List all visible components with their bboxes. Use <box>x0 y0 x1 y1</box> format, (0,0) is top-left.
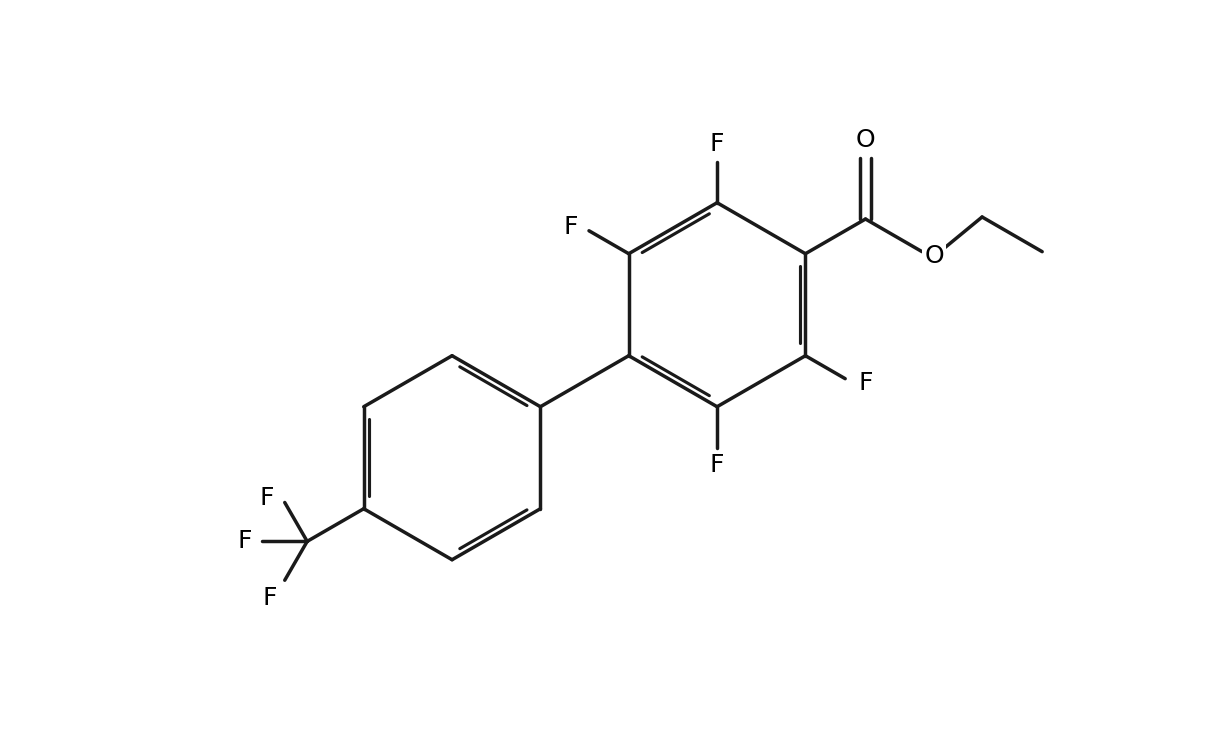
Text: F: F <box>858 371 873 394</box>
Text: O: O <box>855 128 875 152</box>
Text: F: F <box>710 454 725 477</box>
Text: F: F <box>263 586 277 610</box>
Text: O: O <box>925 243 945 268</box>
Text: F: F <box>710 132 725 156</box>
Text: F: F <box>563 215 578 239</box>
Text: F: F <box>259 486 274 511</box>
Text: F: F <box>237 529 252 554</box>
